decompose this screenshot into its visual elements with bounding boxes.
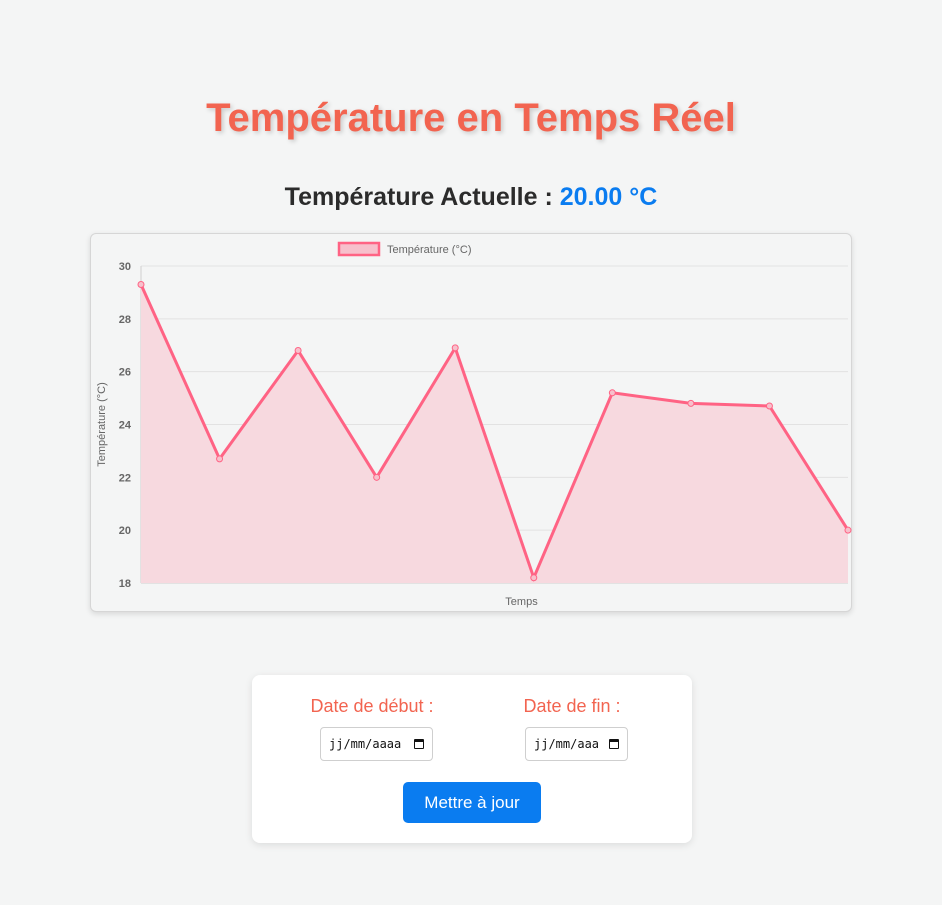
calendar-icon[interactable] [609, 739, 619, 749]
series-line [139, 283, 850, 582]
calendar-icon[interactable] [414, 739, 424, 749]
chart-canvas: 18 20 22 24 26 28 30 Température (°C) Temps Tempé… [96, 241, 852, 608]
data-point [844, 526, 852, 534]
data-point [373, 473, 381, 481]
update-button[interactable]: Mettre à jour [403, 782, 541, 823]
y-tick-label: 26 [119, 367, 131, 379]
series-area [141, 284, 848, 583]
y-tick-label: 20 [119, 525, 131, 537]
date-filter-form: Date de début : jj/mm/aaaa Date de fin :… [252, 675, 692, 843]
y-tick-label: 18 [119, 578, 131, 590]
current-temperature: Température Actuelle : 20.00 °C [0, 180, 942, 214]
current-temperature-value: 20.00 °C [559, 183, 658, 211]
end-date-label: Date de fin : [523, 696, 621, 716]
end-date-placeholder: jj/mm/aaa [534, 737, 600, 751]
current-temperature-label: Température Actuelle : [284, 183, 560, 211]
data-point [608, 389, 616, 397]
page-title: Température en Temps Réel [206, 96, 736, 140]
data-point [294, 347, 302, 355]
data-point [765, 402, 773, 410]
x-axis-title: Temps [505, 596, 538, 608]
start-date-input[interactable]: jj/mm/aaaa [320, 727, 433, 761]
data-point [451, 344, 459, 352]
data-point [687, 399, 695, 407]
y-axis-title: Température (°C) [96, 382, 108, 466]
temperature-chart: 18 20 22 24 26 28 30 Température (°C) Temps Tempé… [90, 233, 852, 612]
start-date-placeholder: jj/mm/aaaa [329, 737, 402, 751]
y-tick-label: 30 [119, 261, 131, 273]
y-tick-label: 24 [119, 420, 132, 432]
data-point [530, 574, 538, 582]
start-date-label: Date de début : [310, 696, 434, 716]
end-date-input[interactable]: jj/mm/aaa [525, 727, 628, 761]
data-point [137, 280, 145, 288]
legend-swatch [337, 241, 381, 257]
data-point [216, 455, 224, 463]
y-tick-label: 22 [119, 472, 131, 484]
legend-label: Température (°C) [387, 244, 471, 256]
y-tick-label: 28 [119, 314, 131, 326]
